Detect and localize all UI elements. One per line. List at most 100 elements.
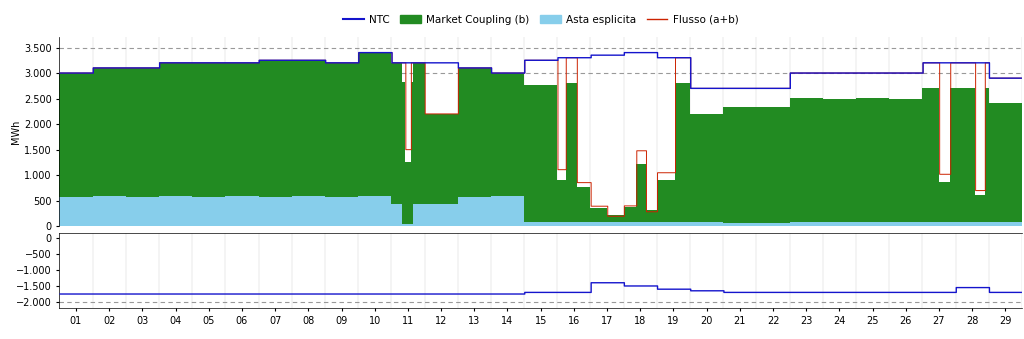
- Bar: [497, 196, 498, 226]
- Bar: [731, 223, 733, 226]
- Bar: [331, 197, 332, 226]
- Bar: [185, 196, 186, 226]
- Bar: [311, 60, 312, 196]
- Bar: [766, 107, 767, 223]
- Bar: [420, 204, 422, 226]
- Bar: [587, 187, 588, 222]
- Bar: [987, 88, 989, 222]
- Bar: [119, 68, 120, 196]
- Bar: [505, 73, 506, 196]
- Bar: [189, 63, 190, 196]
- Bar: [588, 222, 589, 226]
- Bar: [719, 114, 721, 222]
- Bar: [698, 222, 699, 226]
- Bar: [730, 107, 731, 223]
- Bar: [753, 223, 754, 226]
- Bar: [261, 197, 263, 226]
- Bar: [348, 63, 350, 197]
- Bar: [638, 222, 639, 226]
- Bar: [188, 63, 189, 196]
- Bar: [1019, 222, 1021, 226]
- Bar: [1008, 222, 1010, 226]
- Bar: [766, 223, 767, 226]
- Bar: [384, 196, 386, 226]
- Bar: [738, 223, 739, 226]
- Bar: [74, 197, 75, 226]
- Bar: [921, 99, 923, 222]
- Bar: [842, 222, 844, 226]
- Bar: [265, 60, 267, 197]
- Bar: [145, 197, 146, 226]
- Bar: [416, 204, 418, 226]
- Bar: [810, 98, 812, 222]
- Bar: [518, 73, 520, 196]
- Bar: [591, 222, 592, 226]
- Bar: [499, 196, 501, 226]
- Bar: [315, 60, 316, 196]
- Bar: [802, 98, 804, 222]
- Bar: [469, 197, 470, 226]
- Bar: [686, 83, 687, 222]
- Bar: [612, 215, 614, 222]
- Bar: [1007, 222, 1008, 226]
- Bar: [595, 222, 596, 226]
- Bar: [129, 197, 130, 226]
- Bar: [229, 63, 230, 196]
- Bar: [615, 222, 616, 226]
- Bar: [152, 197, 154, 226]
- Bar: [651, 222, 652, 226]
- Bar: [958, 222, 959, 226]
- Bar: [860, 98, 861, 222]
- Bar: [367, 53, 368, 196]
- Bar: [474, 68, 476, 197]
- Bar: [615, 215, 616, 222]
- Bar: [347, 63, 348, 197]
- Bar: [101, 68, 102, 196]
- Bar: [351, 63, 352, 197]
- Bar: [671, 222, 672, 226]
- Bar: [666, 180, 667, 222]
- Bar: [975, 222, 976, 226]
- Bar: [954, 88, 955, 222]
- Bar: [624, 207, 625, 222]
- Bar: [774, 223, 776, 226]
- Bar: [425, 204, 426, 226]
- Bar: [95, 68, 96, 196]
- Bar: [893, 99, 895, 222]
- Bar: [96, 68, 98, 196]
- Bar: [581, 222, 583, 226]
- Bar: [737, 107, 738, 223]
- Bar: [91, 197, 92, 226]
- Bar: [881, 222, 883, 226]
- Bar: [571, 83, 572, 222]
- Bar: [395, 204, 397, 226]
- Bar: [358, 53, 359, 196]
- Bar: [999, 103, 1001, 222]
- Bar: [863, 222, 864, 226]
- Bar: [924, 222, 925, 226]
- Bar: [233, 63, 236, 196]
- Bar: [891, 222, 892, 226]
- Bar: [712, 222, 714, 226]
- Bar: [964, 222, 966, 226]
- Bar: [529, 222, 531, 226]
- Bar: [285, 197, 286, 226]
- Bar: [271, 197, 272, 226]
- Bar: [532, 222, 534, 226]
- Bar: [605, 208, 607, 222]
- Bar: [248, 196, 249, 226]
- Bar: [145, 68, 146, 197]
- Bar: [518, 196, 520, 226]
- Bar: [229, 196, 230, 226]
- Bar: [599, 222, 600, 226]
- Bar: [1006, 222, 1007, 226]
- Bar: [253, 196, 254, 226]
- Bar: [994, 103, 995, 222]
- Bar: [545, 85, 546, 222]
- Bar: [65, 73, 67, 197]
- Bar: [143, 68, 145, 197]
- Bar: [177, 63, 178, 196]
- Bar: [857, 98, 859, 222]
- Bar: [318, 196, 319, 226]
- Bar: [567, 83, 568, 222]
